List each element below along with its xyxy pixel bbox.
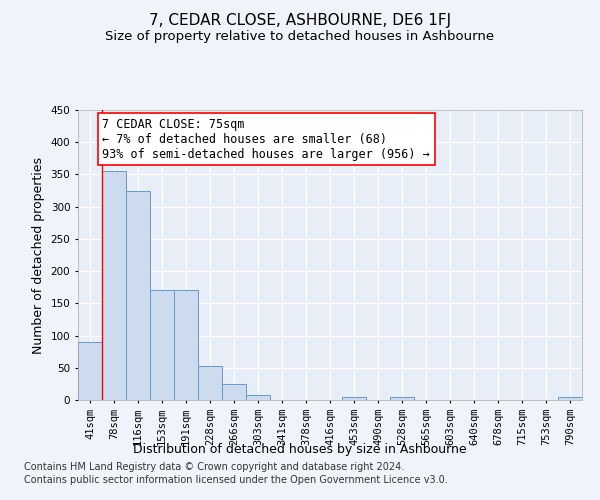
Text: 7, CEDAR CLOSE, ASHBOURNE, DE6 1FJ: 7, CEDAR CLOSE, ASHBOURNE, DE6 1FJ [149,12,451,28]
Bar [126,190,150,400]
Text: Contains public sector information licensed under the Open Government Licence v3: Contains public sector information licen… [24,475,448,485]
Text: Contains HM Land Registry data © Crown copyright and database right 2024.: Contains HM Land Registry data © Crown c… [24,462,404,472]
Bar [102,171,126,400]
Bar [150,290,174,400]
Bar [558,397,582,400]
Bar [342,397,366,400]
Text: 7 CEDAR CLOSE: 75sqm
← 7% of detached houses are smaller (68)
93% of semi-detach: 7 CEDAR CLOSE: 75sqm ← 7% of detached ho… [103,118,430,160]
Text: Distribution of detached houses by size in Ashbourne: Distribution of detached houses by size … [133,442,467,456]
Bar [78,342,102,400]
Bar [222,384,246,400]
Bar [390,397,414,400]
Text: Size of property relative to detached houses in Ashbourne: Size of property relative to detached ho… [106,30,494,43]
Bar [246,395,270,400]
Bar [198,366,222,400]
Bar [174,290,198,400]
Y-axis label: Number of detached properties: Number of detached properties [32,156,45,354]
